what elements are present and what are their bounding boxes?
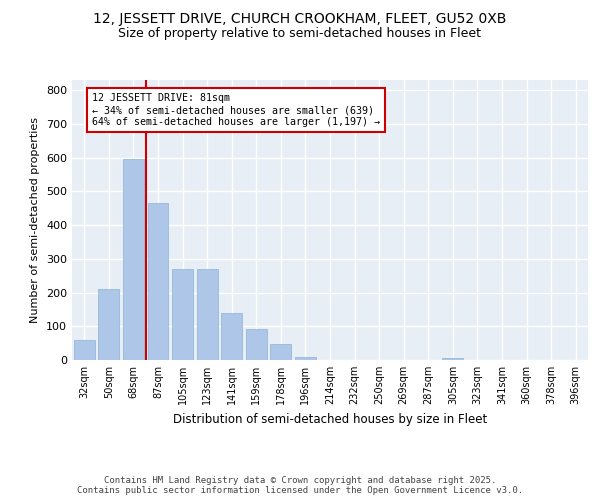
Bar — [197, 269, 218, 360]
Bar — [98, 289, 119, 360]
Bar — [271, 344, 292, 360]
Text: Contains HM Land Registry data © Crown copyright and database right 2025.
Contai: Contains HM Land Registry data © Crown c… — [77, 476, 523, 495]
Bar — [221, 313, 242, 360]
Bar — [123, 160, 144, 360]
Bar — [442, 358, 463, 360]
Bar — [295, 356, 316, 360]
Bar — [148, 203, 169, 360]
Bar — [246, 328, 267, 360]
Text: Size of property relative to semi-detached houses in Fleet: Size of property relative to semi-detach… — [119, 28, 482, 40]
Text: 12 JESSETT DRIVE: 81sqm
← 34% of semi-detached houses are smaller (639)
64% of s: 12 JESSETT DRIVE: 81sqm ← 34% of semi-de… — [92, 94, 380, 126]
Bar — [172, 269, 193, 360]
Bar — [74, 340, 95, 360]
Text: 12, JESSETT DRIVE, CHURCH CROOKHAM, FLEET, GU52 0XB: 12, JESSETT DRIVE, CHURCH CROOKHAM, FLEE… — [94, 12, 506, 26]
X-axis label: Distribution of semi-detached houses by size in Fleet: Distribution of semi-detached houses by … — [173, 412, 487, 426]
Y-axis label: Number of semi-detached properties: Number of semi-detached properties — [31, 117, 40, 323]
